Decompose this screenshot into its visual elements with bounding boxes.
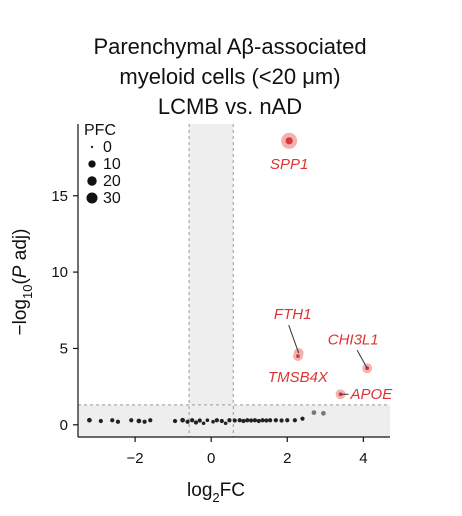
- legend-title: PFC: [84, 122, 116, 139]
- data-point: [190, 418, 195, 423]
- legend-marker: [86, 192, 98, 204]
- threshold-lines: [78, 124, 390, 437]
- data-point: [292, 418, 297, 423]
- data-point: [279, 418, 284, 423]
- data-point: [115, 419, 121, 424]
- data-point: [205, 418, 210, 423]
- x-tick-label: 4: [359, 450, 367, 467]
- data-point: [264, 418, 269, 423]
- x-axis-title: log2FC: [187, 480, 245, 505]
- data-point: [268, 418, 273, 423]
- data-point: [136, 418, 142, 424]
- axes: −2 0 2 4 0 5 10 15: [51, 124, 390, 467]
- data-point: [237, 418, 242, 423]
- data-point: [311, 410, 317, 415]
- gene-label-tmsb4x: TMSB4X: [268, 369, 329, 386]
- data-point: [252, 418, 258, 423]
- data-point: [241, 418, 246, 424]
- data-point: [285, 418, 290, 423]
- significant-point-chi3l1: [365, 366, 370, 371]
- data-point: [249, 418, 254, 423]
- gene-label-apoe: APOE: [350, 386, 394, 403]
- gene-label-chi3l1: CHI3L1: [328, 331, 379, 348]
- x-tick-label: 0: [207, 450, 215, 467]
- data-points: [87, 132, 373, 426]
- chart-title: Parenchymal Aβ-associated myeloid cells …: [40, 32, 420, 122]
- data-point: [214, 418, 219, 423]
- data-point: [256, 418, 261, 424]
- data-point: [129, 418, 134, 423]
- significant-point-spp1: [285, 137, 293, 145]
- data-point: [185, 419, 190, 424]
- data-point: [223, 421, 228, 426]
- data-point: [148, 418, 153, 423]
- data-point: [273, 418, 278, 423]
- threshold-shading: [78, 124, 390, 437]
- title-line-2: myeloid cells (<20 μm): [119, 64, 341, 89]
- data-point: [197, 418, 202, 423]
- data-point: [245, 418, 250, 423]
- title-line-3: LCMB vs. nAD: [157, 94, 303, 119]
- data-point: [110, 418, 115, 423]
- data-point: [87, 417, 92, 423]
- data-point: [211, 419, 215, 424]
- data-point: [98, 418, 103, 424]
- y-axis-title: −log10(P adj): [10, 229, 35, 336]
- y-tick-label: 15: [51, 188, 68, 205]
- gene-labels: SPP1 FTH1 TMSB4X CHI3L1 APOE: [268, 156, 393, 403]
- fc-shade-band: [189, 124, 234, 437]
- legend-marker: [87, 176, 97, 186]
- data-point: [193, 420, 199, 425]
- label-leader-line: [356, 350, 368, 369]
- x-tick-label: −2: [127, 450, 144, 467]
- legend-marker: [90, 145, 94, 149]
- data-point: [321, 410, 326, 416]
- data-point: [219, 418, 224, 424]
- gene-label-spp1: SPP1: [270, 156, 308, 173]
- data-point: [300, 416, 305, 421]
- gene-label-fth1: FTH1: [274, 306, 312, 323]
- y-tick-label: 0: [60, 417, 68, 434]
- title-line-1: Parenchymal Aβ-associated: [93, 34, 367, 59]
- y-tick-label: 10: [51, 264, 68, 281]
- data-point: [227, 418, 232, 423]
- legend-entry-label: 0: [103, 139, 112, 156]
- legend-entry-label: 20: [103, 173, 121, 190]
- significant-point-tmsb4x: [296, 354, 300, 358]
- data-point: [142, 419, 147, 424]
- data-point: [172, 418, 178, 424]
- legend-entry-label: 10: [103, 156, 121, 173]
- legend-marker: [88, 160, 96, 168]
- x-tick-label: 2: [283, 450, 291, 467]
- data-point: [180, 417, 185, 423]
- legend-entry-label: 30: [103, 190, 121, 207]
- label-leader-line: [288, 324, 300, 354]
- y-tick-label: 5: [60, 340, 68, 357]
- data-point: [201, 421, 206, 426]
- data-point: [260, 418, 265, 423]
- data-point: [232, 418, 237, 423]
